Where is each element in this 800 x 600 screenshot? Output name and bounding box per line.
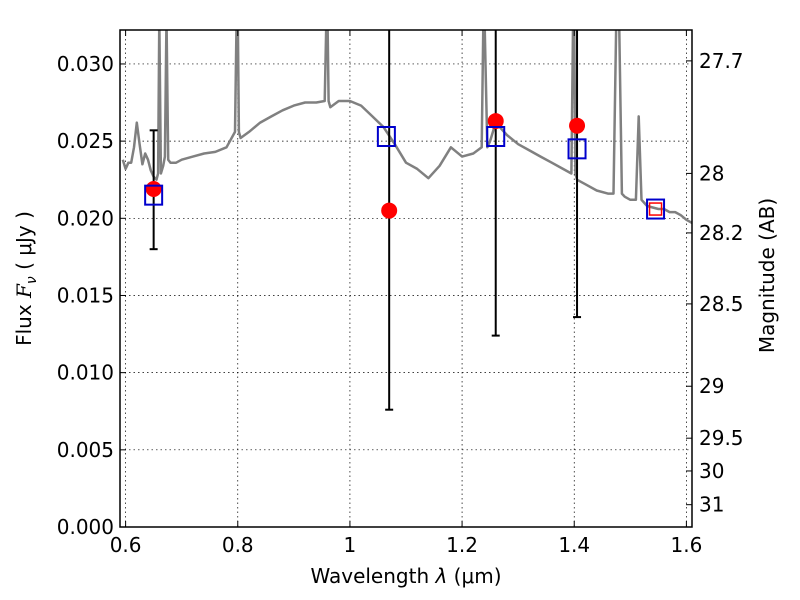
y-tick-label: 0.010 <box>57 361 114 385</box>
model-layer <box>144 126 666 220</box>
x-tick-label: 1 <box>344 533 357 557</box>
model-point <box>144 184 164 206</box>
spectrum-layer <box>121 30 692 224</box>
x-tick-label: 1.4 <box>558 533 590 557</box>
right-tick-label: 28.5 <box>699 292 744 316</box>
right-tick-label: 29 <box>699 374 724 398</box>
x-axis-symbol: λ <box>434 564 447 588</box>
y-tick-label: 0.030 <box>57 52 114 76</box>
right-axis-title: Magnitude (AB) <box>755 198 779 353</box>
observed-point <box>487 113 504 130</box>
errorbar-layer <box>149 30 582 411</box>
model-point <box>376 126 396 147</box>
grid-lines <box>120 30 692 528</box>
observed-point <box>648 202 663 216</box>
x-tick-label: 1.6 <box>670 533 702 557</box>
y-tick-label: 0.005 <box>57 438 114 462</box>
spectrum-line <box>121 30 692 224</box>
axis-ticks <box>120 30 692 528</box>
x-tick-label: 0.8 <box>222 533 254 557</box>
x-axis-title: Wavelength λ (μm) <box>310 564 501 588</box>
observed-point <box>381 202 398 219</box>
observed-point <box>145 180 162 197</box>
y-tick-label: 0.015 <box>57 283 114 307</box>
right-tick-label: 31 <box>699 493 724 517</box>
y-axis-symbol: F <box>12 283 36 299</box>
right-tick-label: 28 <box>699 161 724 185</box>
right-tick-label: 30 <box>699 459 724 483</box>
x-tick-label: 1.2 <box>446 533 478 557</box>
y-tick-label: 0.020 <box>57 206 114 230</box>
x-axis-unit: (μm) <box>447 564 501 588</box>
y-axis-title: Flux Fν ( μJy ) <box>12 211 40 346</box>
tick-labels: 0.6 0.8 1 1.2 1.4 1.6 0.000 0.005 0.010 0.015 0.02… <box>57 49 744 557</box>
y-tick-label: 0.025 <box>57 129 114 153</box>
right-tick-label: 29.5 <box>699 426 744 450</box>
observed-layer <box>145 113 663 219</box>
observed-point <box>569 117 586 134</box>
model-point <box>486 126 506 147</box>
y-axis-subscript: ν <box>24 276 40 284</box>
y-axis-title-prefix: Flux <box>12 298 36 346</box>
right-tick-label: 27.7 <box>699 49 744 73</box>
right-tick-label: 28.2 <box>699 221 744 245</box>
y-tick-label: 0.000 <box>57 515 114 539</box>
model-point <box>567 138 587 160</box>
x-tick-label: 0.6 <box>110 533 142 557</box>
plot-frame <box>119 29 693 528</box>
x-axis-title-prefix: Wavelength <box>310 564 435 588</box>
y-axis-unit: ( μJy ) <box>12 211 36 276</box>
model-point <box>646 198 666 220</box>
